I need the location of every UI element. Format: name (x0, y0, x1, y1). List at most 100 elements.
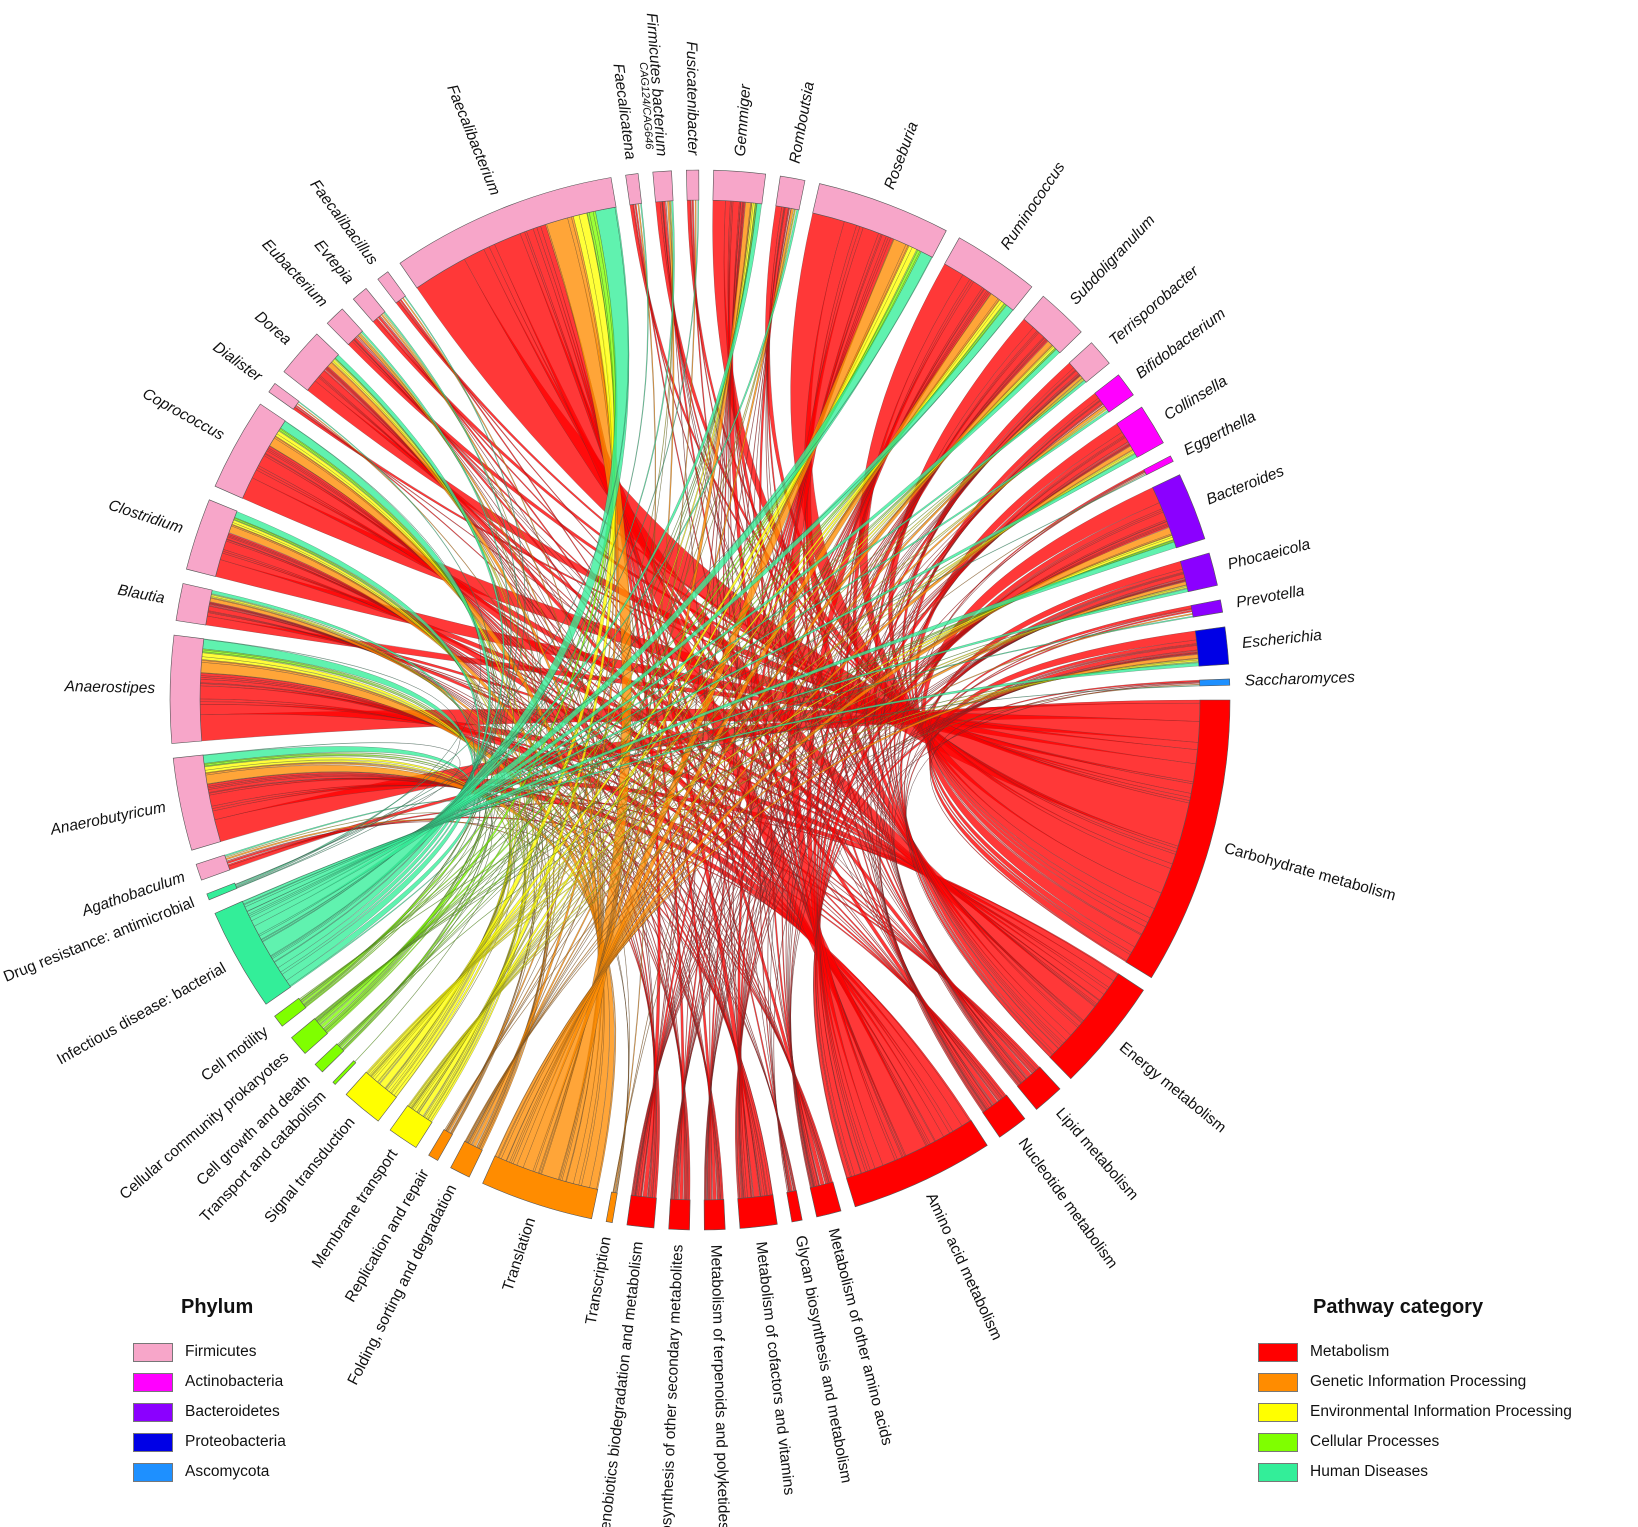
genus-arc-escherichia (1194, 626, 1230, 667)
pathway-arc-translation (482, 1155, 599, 1220)
pathway-label-biosynthesis-of-other-secondary-metabolites: Biosynthesis of other secondary metaboli… (657, 1244, 686, 1527)
genus-arc-bifidobacterium (1094, 374, 1134, 413)
pathway-arc-amino-acid-metabolism (846, 1119, 988, 1208)
legend-item-ascomycota: Ascomycota (133, 1457, 553, 1487)
legend-label: Cellular Processes (1310, 1433, 1440, 1450)
pathway-arc-cellular-community-prokaryotes (291, 1018, 328, 1054)
genus-arc-collinsella (1116, 406, 1164, 458)
genus-label-romboutsia: Romboutsia (787, 80, 818, 165)
genus-arc-coprococcus (214, 403, 286, 499)
legend-label: Genetic Information Processing (1310, 1373, 1527, 1390)
genus-arc-gemmiger (712, 169, 767, 205)
pathway-label-energy-metabolism: Energy metabolism (1116, 1039, 1229, 1136)
genus-label-fusicatenibacter: Fusicatenibacter (683, 41, 702, 156)
pathway-arc-membrane-transport (389, 1105, 433, 1148)
pathway-arc-transcription (605, 1191, 618, 1224)
phylum-legend: Phylum Firmicutes Actinobacteria Bactero… (133, 1296, 553, 1487)
pathway-label-metabolism-of-cofactors-and-vitamins: Metabolism of cofactors and vitamins (752, 1241, 797, 1497)
legend-item-proteobacteria: Proteobacteria (133, 1427, 553, 1457)
legend-swatch (133, 1372, 173, 1392)
pathway-arc-carbohydrate-metabolism (1125, 699, 1231, 979)
legend-item-environmental-information-processing: Environmental Information Processing (1258, 1397, 1638, 1427)
pathway-label-amino-acid-metabolism: Amino acid metabolism (922, 1190, 1005, 1342)
legend-item-bacteroidetes: Bacteroidetes (133, 1397, 553, 1427)
genus-arc-dorea (283, 333, 339, 391)
legend-swatch (1258, 1462, 1298, 1482)
legend-label: Firmicutes (185, 1343, 257, 1360)
genus-arc-faecalicatena (625, 173, 642, 206)
genus-arc-dialister (268, 382, 300, 410)
pathway-arc-cell-motility (274, 997, 307, 1027)
genus-label-clostridium: Clostridium (106, 497, 185, 537)
genus-arc-clostridium (186, 499, 238, 577)
pathway-label-infectious-disease-bacterial: Infectious disease: bacterial (54, 960, 229, 1069)
genus-arc-bacteroides (1152, 474, 1206, 549)
pathway-arc-metabolism-of-cofactors-and-vitamins (737, 1194, 778, 1229)
genus-label-prevotella: Prevotella (1235, 582, 1306, 611)
ribbon-layer (199, 199, 1201, 1201)
legend-item-firmicutes: Firmicutes (133, 1337, 553, 1367)
genus-arc-saccharomyces (1199, 678, 1231, 687)
genus-label-anaerostipes: Anaerostipes (63, 678, 155, 697)
ribbon-evtepia-to-translation (380, 313, 604, 1181)
legend-swatch (1258, 1372, 1298, 1392)
genus-arc-prevotella (1190, 599, 1224, 618)
arc-layer (169, 169, 1231, 1231)
legend-label: Actinobacteria (185, 1373, 284, 1390)
legend-label: Human Diseases (1310, 1463, 1429, 1480)
genus-arc-anaerobutyricum (172, 754, 221, 851)
genus-arc-eubacterium (326, 308, 363, 346)
pathway-legend: Pathway category Metabolism Genetic Info… (1258, 1296, 1638, 1487)
pathway-arc-lipid-metabolism (1016, 1066, 1061, 1110)
legend-swatch (133, 1402, 173, 1422)
pathway-arc-replication-and-repair (428, 1129, 453, 1161)
legend-swatch (1258, 1432, 1298, 1452)
legend-item-cellular-processes: Cellular Processes (1258, 1427, 1638, 1457)
pathway-arc-biosynthesis-of-other-secondary-metabolites (668, 1198, 691, 1231)
legend-label: Bacteroidetes (185, 1403, 280, 1420)
genus-label-saccharomyces: Saccharomyces (1244, 669, 1355, 690)
pathway-arc-signal-transduction (345, 1071, 397, 1122)
pathway-legend-title: Pathway category (1313, 1296, 1484, 1318)
genus-arc-subdoligranulum (1023, 295, 1082, 354)
genus-arc-fusicatenibacter (685, 169, 700, 201)
genus-label-coprococcus: Coprococcus (140, 385, 228, 444)
genus-arc-phocaeicola (1180, 552, 1218, 593)
legend-item-metabolism: Metabolism (1258, 1337, 1638, 1367)
legend-swatch (133, 1342, 173, 1362)
genus-arc-roseburia (812, 183, 947, 258)
legend-item-human-diseases: Human Diseases (1258, 1457, 1638, 1487)
genus-label-roseburia: Roseburia (881, 119, 922, 192)
pathway-label-metabolism-of-terpenoids-and-polyketides: Metabolism of terpenoids and polyketides (707, 1245, 732, 1527)
genus-arc-agathobaculum (195, 854, 231, 881)
genus-label-blautia: Blautia (116, 582, 166, 608)
genus-label-eggerthella: Eggerthella (1181, 408, 1259, 459)
legend-label: Environmental Information Processing (1310, 1403, 1572, 1420)
genus-label-dorea: Dorea (251, 308, 294, 349)
phylum-legend-title: Phylum (181, 1296, 254, 1318)
genus-arc-anaerostipes (169, 634, 205, 744)
pathway-arc-cell-growth-and-death (314, 1043, 345, 1073)
genus-arc-evtepia (352, 287, 386, 323)
pathway-arc-folding-sorting-and-degradation (450, 1140, 483, 1178)
genus-label-faecalicatena: Faecalicatena (609, 63, 638, 161)
genus-label-subdoligranulum: Subdoligranulum (1067, 212, 1159, 308)
legend-label: Metabolism (1310, 1343, 1390, 1360)
pathway-arc-transport-and-catabolism (332, 1060, 357, 1085)
legend-swatch (1258, 1402, 1298, 1422)
genus-label-phocaeicola: Phocaeicola (1226, 536, 1312, 573)
genus-arc-terrisporobacter (1068, 342, 1110, 383)
genus-label-escherichia: Escherichia (1241, 627, 1323, 652)
genus-label-ruminococcus: Ruminococcus (998, 159, 1069, 253)
legend-item-actinobacteria: Actinobacteria (133, 1367, 553, 1397)
pathway-label-translation: Translation (500, 1216, 540, 1294)
legend-label: Ascomycota (185, 1463, 270, 1480)
genus-label-gemmiger: Gemmiger (732, 83, 754, 157)
genus-arc-ruminococcus (944, 237, 1033, 311)
genus-label-faecalibacterium: Faecalibacterium (443, 82, 503, 198)
genus-arc-faecalibacterium (399, 177, 617, 289)
genus-label-dialister: Dialister (210, 339, 266, 386)
pathway-arc-energy-metabolism (1049, 973, 1144, 1080)
pathway-arc-drug-resistance-antimicrobial (206, 882, 238, 901)
